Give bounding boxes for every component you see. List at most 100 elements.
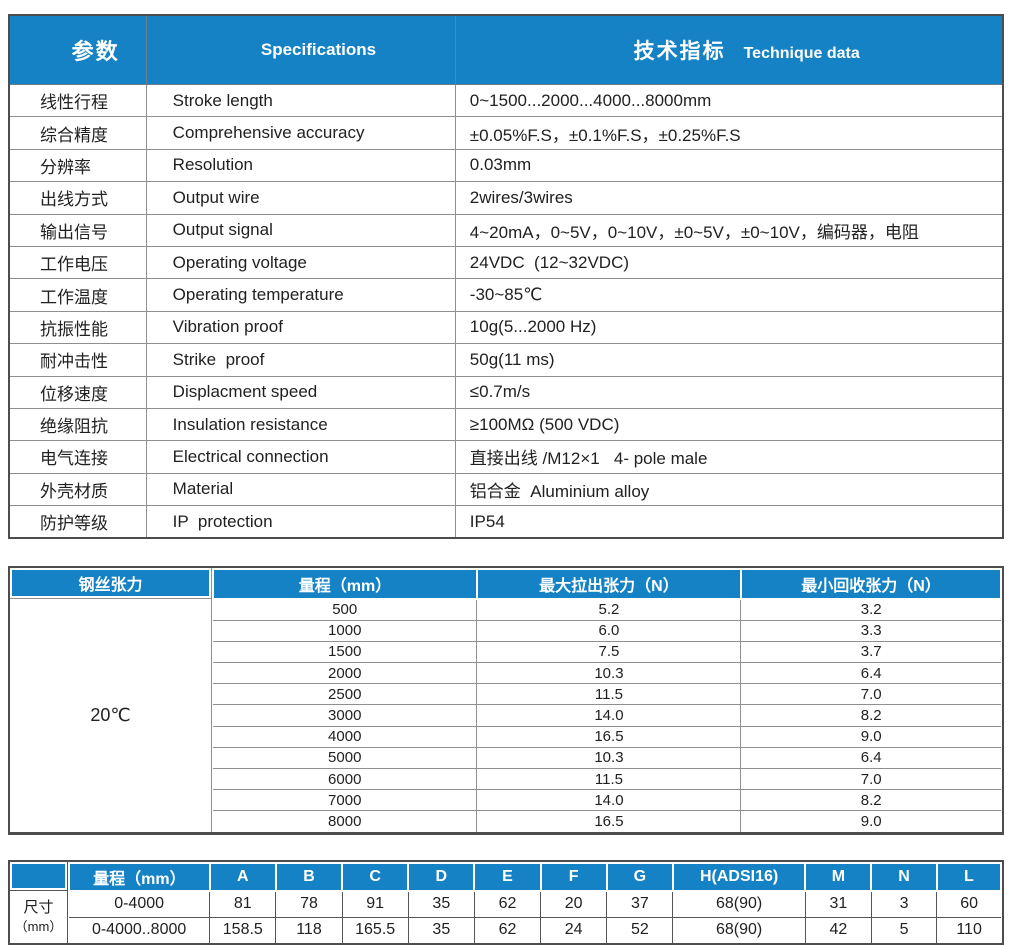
spec-row: 分辨率 Resolution 0.03mm bbox=[8, 148, 1004, 183]
spec-header-specifications: Specifications bbox=[145, 14, 456, 85]
spec-cell-value: 50g(11 ms) bbox=[454, 343, 1004, 377]
tension-cell-max-pull: 5.2 bbox=[476, 598, 741, 621]
tension-row: 4000 16.5 9.0 bbox=[213, 726, 1001, 748]
spec-cell-value: 24VDC (12~32VDC) bbox=[454, 245, 1004, 280]
tension-cell-range: 8000 bbox=[328, 813, 362, 831]
tension-cell-range: 1500 bbox=[328, 643, 362, 661]
dimension-cell-l: 60 bbox=[936, 891, 1001, 918]
tension-row: 5000 10.3 6.4 bbox=[213, 747, 1001, 769]
dimension-cell-c: 165.5 bbox=[341, 917, 409, 944]
dimension-row-label-line2: （mm） bbox=[14, 919, 63, 935]
tension-header-row: 量程（mm） 最大拉出张力（N） 最小回收张力（N） bbox=[212, 567, 1003, 600]
spec-cell-value: 0~1500...2000...4000...8000mm bbox=[454, 83, 1004, 118]
spec-cell-value: ≥100MΩ (500 VDC) bbox=[454, 407, 1004, 442]
spec-cell-cn: 工作温度 bbox=[8, 278, 147, 312]
spec-row: 工作电压 Operating voltage 24VDC (12~32VDC) bbox=[8, 245, 1004, 280]
spec-header-specifications-label: Specifications bbox=[260, 40, 377, 59]
tension-header-max-pull: 最大拉出张力（N） bbox=[475, 567, 742, 600]
tension-cell-max-pull: 16.5 bbox=[476, 726, 741, 748]
spec-cell-value: -30~85℃ bbox=[454, 278, 1004, 312]
spec-row: 防护等级 IP protection IP54 bbox=[8, 505, 1004, 539]
dimension-cell-h: 68(90) bbox=[672, 891, 806, 918]
dimension-row: 0-4000 81 78 91 35 62 20 37 68(90) 31 3 … bbox=[69, 891, 1001, 918]
spec-cell-cn: 综合精度 bbox=[8, 116, 147, 150]
spec-cell-en: Strike proof bbox=[145, 343, 456, 377]
dimension-header-cell: L bbox=[935, 862, 1003, 893]
tension-cell-min-retract: 3.2 bbox=[740, 598, 1001, 621]
spec-cell-en: Vibration proof bbox=[145, 310, 456, 345]
spec-header-technique-en: Technique data bbox=[743, 45, 860, 62]
dimension-header-cell: M bbox=[804, 862, 873, 893]
dimension-left-column: 尺寸 （mm） bbox=[10, 862, 68, 944]
spec-row: 位移速度 Displacment speed ≤0.7m/s bbox=[8, 375, 1004, 409]
dimension-row-label-line1: 尺寸 bbox=[23, 899, 54, 917]
tension-row: 500 5.2 3.2 bbox=[213, 598, 1001, 621]
spec-row: 抗振性能 Vibration proof 10g(5...2000 Hz) bbox=[8, 310, 1004, 345]
tension-corner-header: 钢丝张力 bbox=[10, 567, 211, 598]
spec-cell-cn: 耐冲击性 bbox=[8, 343, 147, 377]
spec-cell-cn: 分辨率 bbox=[8, 148, 147, 183]
dimension-header-cell: D bbox=[407, 862, 476, 893]
spec-cell-cn: 线性行程 bbox=[8, 83, 147, 118]
spec-cell-value: 铝合金 Aluminium alloy bbox=[454, 472, 1004, 507]
spec-table-body: 线性行程 Stroke length 0~1500...2000...4000.… bbox=[8, 83, 1004, 539]
tension-cell-min-retract: 9.0 bbox=[740, 726, 1001, 748]
spec-cell-value: 直接出线 /M12×1 4- pole male bbox=[454, 440, 1004, 474]
tension-cell-max-pull: 7.5 bbox=[476, 641, 741, 663]
spec-row: 综合精度 Comprehensive accuracy ±0.05%F.S，±0… bbox=[8, 116, 1004, 150]
tension-cell-min-retract: 3.3 bbox=[740, 620, 1001, 642]
dimension-header-cell: 量程（mm） bbox=[68, 862, 211, 893]
spec-cell-value: 2wires/3wires bbox=[454, 181, 1004, 215]
spec-cell-cn: 电气连接 bbox=[8, 440, 147, 474]
dimension-header-cell: F bbox=[539, 862, 608, 893]
spec-cell-cn: 外壳材质 bbox=[8, 472, 147, 507]
tension-cell-max-pull: 11.5 bbox=[476, 683, 741, 705]
tension-cell-min-retract: 7.0 bbox=[740, 683, 1001, 705]
spec-cell-cn: 出线方式 bbox=[8, 181, 147, 215]
tension-cell-range: 4000 bbox=[328, 728, 362, 746]
tension-header-min-retract: 最小回收张力（N） bbox=[739, 567, 1003, 600]
spec-cell-cn: 绝缘阻抗 bbox=[8, 407, 147, 442]
tension-cell-range: 5000 bbox=[328, 749, 362, 767]
tension-header-range: 量程（mm） bbox=[212, 567, 478, 600]
spec-cell-value: 4~20mA，0~5V，0~10V，±0~5V，±0~10V，编码器，电阻 bbox=[454, 213, 1004, 247]
spec-row: 电气连接 Electrical connection 直接出线 /M12×1 4… bbox=[8, 440, 1004, 474]
spec-cell-en: Operating voltage bbox=[145, 245, 456, 280]
tension-row: 3000 14.0 8.2 bbox=[213, 704, 1001, 727]
dimension-header-cell: B bbox=[274, 862, 344, 893]
spec-row: 外壳材质 Material 铝合金 Aluminium alloy bbox=[8, 472, 1004, 507]
spec-cell-en: Displacment speed bbox=[145, 375, 456, 409]
spec-cell-en: Insulation resistance bbox=[145, 407, 456, 442]
spec-row: 耐冲击性 Strike proof 50g(11 ms) bbox=[8, 343, 1004, 377]
dimension-cell-b: 78 bbox=[275, 891, 343, 918]
dimension-cell-range: 0-4000 bbox=[114, 895, 165, 913]
tension-row: 2000 10.3 6.4 bbox=[213, 662, 1001, 684]
tension-row: 8000 16.5 9.0 bbox=[213, 810, 1001, 833]
dimension-cell-c: 91 bbox=[341, 891, 409, 918]
spec-cell-en: Material bbox=[145, 472, 456, 507]
tension-cell-max-pull: 6.0 bbox=[476, 620, 741, 642]
dimension-cell-f: 20 bbox=[540, 891, 607, 918]
dimension-header-cell: A bbox=[208, 862, 277, 893]
tension-row: 6000 11.5 7.0 bbox=[213, 768, 1001, 790]
dimension-cell-f: 24 bbox=[540, 917, 607, 944]
dimension-header-row: 量程（mm） A B C D E F G H(ADSI16) bbox=[68, 862, 1003, 893]
dimension-cell-a: 158.5 bbox=[209, 917, 276, 944]
dimension-cell-range: 0-4000..8000 bbox=[91, 921, 187, 939]
spec-row: 出线方式 Output wire 2wires/3wires bbox=[8, 181, 1004, 215]
dimension-cell-e: 62 bbox=[473, 917, 541, 944]
spec-cell-en: Operating temperature bbox=[145, 278, 456, 312]
dimension-cell-n: 5 bbox=[870, 917, 937, 944]
dimension-header-cell: G bbox=[605, 862, 674, 893]
spec-header-technique: 技术指标 Technique data bbox=[454, 14, 1004, 85]
dimension-header-cell: H(ADSI16) bbox=[671, 862, 807, 893]
spec-cell-en: IP protection bbox=[145, 505, 456, 539]
spec-header-param: 参数 bbox=[8, 14, 147, 85]
spec-cell-en: Comprehensive accuracy bbox=[145, 116, 456, 150]
spec-cell-cn: 位移速度 bbox=[8, 375, 147, 409]
spec-cell-cn: 输出信号 bbox=[8, 213, 147, 247]
spec-cell-value: 10g(5...2000 Hz) bbox=[454, 310, 1004, 345]
dimension-header-cell: N bbox=[870, 862, 938, 893]
spec-cell-en: Output wire bbox=[145, 181, 456, 215]
tension-cell-min-retract: 9.0 bbox=[740, 810, 1001, 833]
